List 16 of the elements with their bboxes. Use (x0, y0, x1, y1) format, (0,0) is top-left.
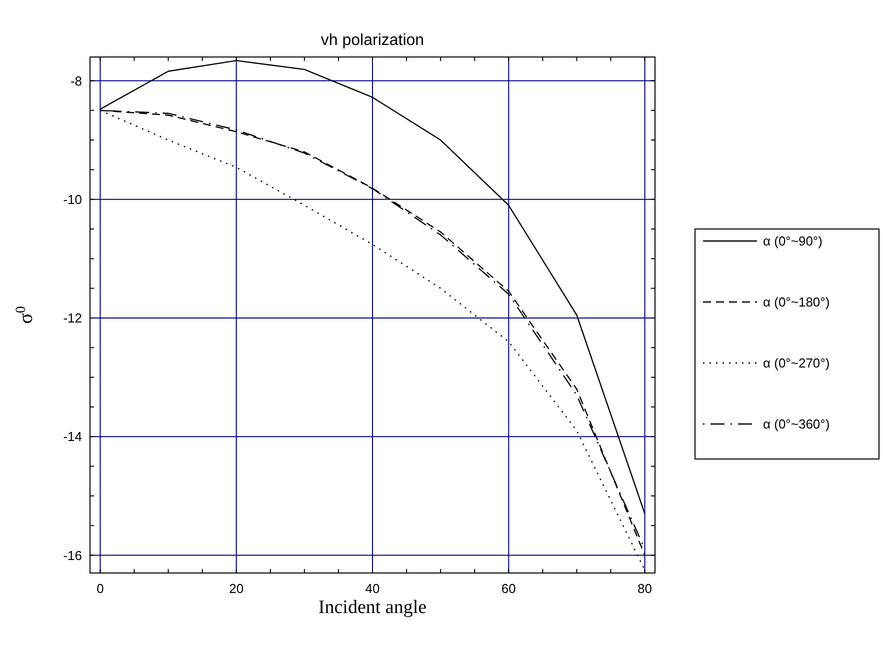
y-tick-label: -8 (70, 73, 82, 88)
legend-label: α (0°~270°) (763, 356, 830, 371)
x-tick-label: 80 (638, 581, 652, 596)
y-tick-label: -16 (63, 548, 82, 563)
x-tick-label: 60 (501, 581, 516, 596)
x-tick-label: 20 (229, 581, 244, 596)
y-tick-label: -14 (63, 429, 82, 444)
chart-title: vh polarization (320, 32, 424, 49)
y-tick-label: -12 (63, 310, 82, 326)
legend-label: α (0°~90°) (763, 234, 822, 249)
x-tick-label: 40 (365, 581, 380, 596)
legend-label: α (0°~180°) (763, 294, 830, 310)
x-tick-label: 0 (96, 581, 104, 596)
y-tick-label: -10 (63, 192, 82, 207)
legend-label: α (0°~360°) (763, 416, 830, 432)
x-axis-title: Incident angle (318, 597, 427, 618)
